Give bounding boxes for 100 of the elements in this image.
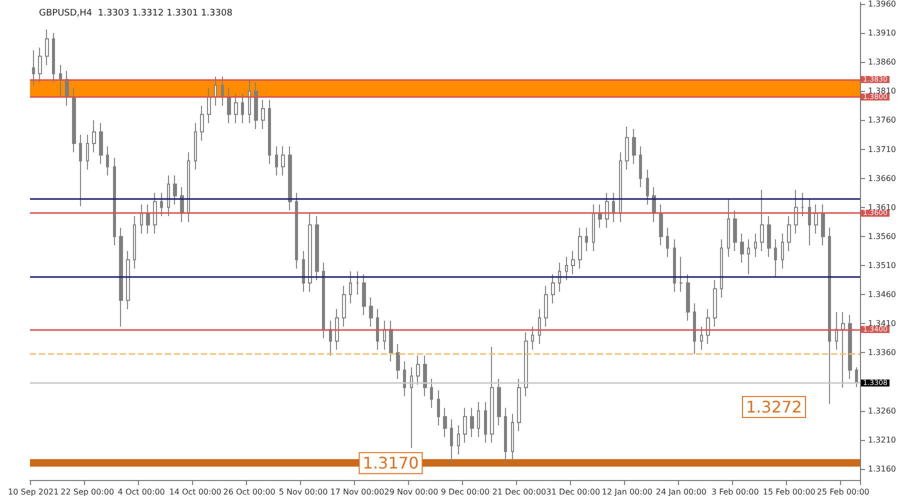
candlestick <box>322 262 325 339</box>
candlestick <box>59 64 62 98</box>
candlestick <box>106 146 109 176</box>
candlestick <box>673 238 676 292</box>
candlestick <box>315 216 319 281</box>
y-tick-label: 1.3560 <box>868 232 896 241</box>
y-tick-label: 1.3710 <box>868 144 896 154</box>
candlestick <box>835 312 838 350</box>
candlestick <box>733 210 737 252</box>
x-tick-label: 24 Jan 00:00 <box>656 488 707 496</box>
candlestick <box>302 250 305 292</box>
candlestick <box>497 378 501 426</box>
candlestick <box>79 134 82 207</box>
candlestick <box>801 192 804 217</box>
candlestick <box>119 227 123 328</box>
candlestick <box>470 407 474 438</box>
candlestick <box>32 50 35 86</box>
candlestick <box>234 94 238 124</box>
candlestick <box>848 314 852 380</box>
candlestick <box>180 186 184 222</box>
candlestick <box>592 204 595 252</box>
candlestick <box>133 216 136 269</box>
candlestick <box>477 402 480 438</box>
x-tick-label: 5 Nov 00:00 <box>278 488 328 496</box>
candlestick <box>747 238 750 275</box>
candlestick <box>612 192 615 222</box>
candlestick <box>268 99 271 164</box>
candlestick <box>86 134 89 170</box>
candlestick <box>389 320 393 362</box>
x-tick-label: 31 Dec 00:00 <box>546 488 600 496</box>
candlestick <box>814 204 818 234</box>
candlestick <box>511 413 514 461</box>
candlestick <box>841 312 845 388</box>
y-tick-label: 1.3210 <box>868 435 896 444</box>
candlestick <box>538 308 541 344</box>
candlestick <box>787 216 791 252</box>
candlestick <box>295 192 298 269</box>
candlestick <box>598 204 602 228</box>
candlestick <box>92 120 96 153</box>
candlestick <box>639 146 642 188</box>
candlestick <box>544 285 548 328</box>
candlestick <box>362 274 366 316</box>
candlestick <box>666 227 669 258</box>
candlestick <box>403 360 406 397</box>
candlestick <box>72 88 76 153</box>
x-tick-label: 25 Feb 00:00 <box>816 488 870 496</box>
candlestick <box>740 233 744 264</box>
y-tick-label: 1.3460 <box>868 290 896 300</box>
candlestick <box>207 88 211 124</box>
candlestick <box>308 212 312 292</box>
candlestick <box>416 355 420 386</box>
y-tick-label: 1.3360 <box>868 348 896 358</box>
candlestick <box>437 390 440 426</box>
candlestick <box>160 192 163 217</box>
candlestick <box>261 99 265 130</box>
x-tick-label: 4 Oct 00:00 <box>118 488 165 496</box>
candlestick <box>774 238 777 278</box>
candlestick <box>383 320 386 350</box>
candlestick <box>227 88 231 124</box>
y-tick-label: 1.3860 <box>868 58 896 67</box>
y-tick-label: 1.3660 <box>868 174 896 183</box>
candlestick <box>194 122 197 170</box>
candlestick <box>625 126 629 170</box>
x-tick-label: 10 Sep 2021 <box>8 488 59 496</box>
candlestick <box>214 76 217 106</box>
candlestick <box>38 47 42 83</box>
candlestick <box>605 192 609 228</box>
annotation: 1.3170 <box>362 454 419 473</box>
annotation: 1.3272 <box>746 398 802 416</box>
y-tick-label: 1.3960 <box>868 0 896 8</box>
candlestick <box>524 332 528 397</box>
candlestick <box>490 346 494 444</box>
candlestick <box>754 233 757 258</box>
x-tick-label: 26 Oct 00:00 <box>223 488 276 496</box>
y-tick-label: 1.3910 <box>868 28 896 38</box>
candlestick <box>700 326 703 350</box>
candlestick <box>457 424 460 455</box>
candlestick <box>727 198 730 258</box>
candlestick <box>679 256 683 292</box>
y-tick-label: 1.3260 <box>868 406 896 416</box>
candlestick <box>221 76 224 106</box>
y-tick-label: 1.3510 <box>868 261 896 270</box>
candlestick <box>173 174 177 206</box>
candlestick <box>767 216 771 258</box>
candlestick <box>52 32 55 83</box>
candlestick <box>821 204 825 246</box>
candlestick <box>571 250 575 275</box>
candlestick <box>423 355 427 397</box>
candlestick <box>443 407 447 438</box>
x-tick-label: 12 Jan 00:00 <box>602 488 653 496</box>
candlestick <box>686 274 690 322</box>
candlestick <box>585 227 588 252</box>
candlestick <box>335 308 339 350</box>
candlestick <box>632 128 636 164</box>
y-tick-label: 1.3160 <box>868 464 896 474</box>
candlestick <box>646 169 649 206</box>
candlestick <box>619 152 622 222</box>
candlestick <box>356 270 359 296</box>
candlestick <box>430 378 433 408</box>
candlestick <box>369 297 373 328</box>
